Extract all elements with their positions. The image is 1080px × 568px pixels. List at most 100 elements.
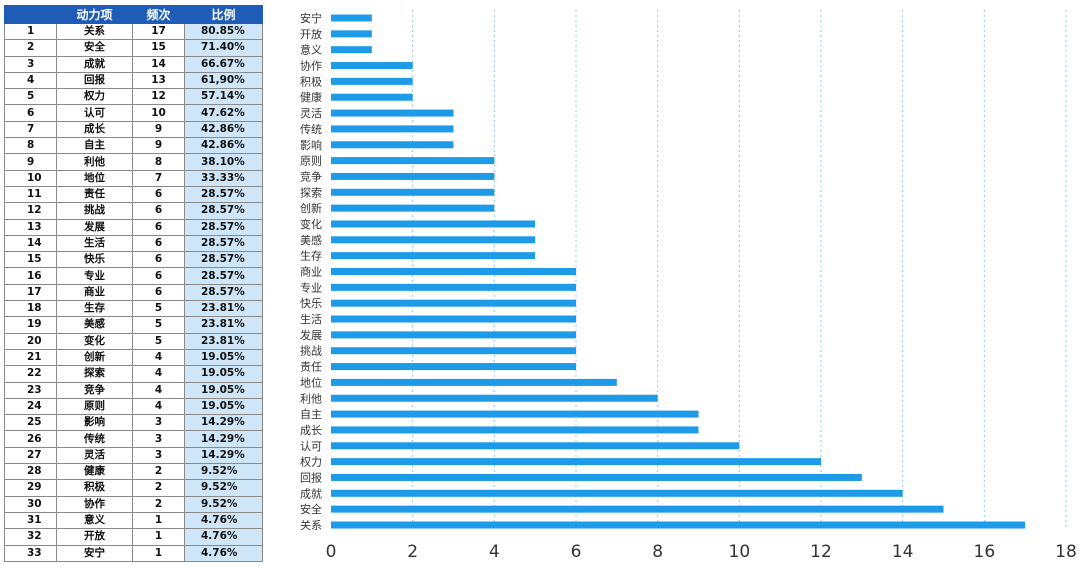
row-ratio: 33.33% [184, 169, 263, 187]
row-ratio: 28.57% [184, 185, 263, 204]
table-header-row: 动力项 频次 比例 [4, 5, 263, 24]
category-label: 认可 [300, 440, 322, 453]
row-item: 关系 [56, 22, 133, 41]
table-row: 5 权力 12 57.14% [4, 88, 263, 106]
bar [331, 109, 454, 117]
bar [331, 442, 740, 450]
category-label: 原则 [300, 155, 322, 168]
row-frequency: 13 [132, 71, 185, 90]
bar [331, 283, 576, 291]
x-tick-label: 10 [729, 542, 751, 562]
table-row: 16 专业 6 28.57% [4, 267, 263, 285]
row-index: 33 [4, 544, 57, 562]
category-label: 责任 [300, 361, 322, 374]
row-ratio: 28.57% [184, 251, 263, 269]
bar [331, 77, 413, 85]
bar [331, 220, 536, 228]
row-ratio: 9.52% [184, 495, 263, 513]
category-label: 协作 [300, 59, 322, 73]
table-row: 28 健康 2 9.52% [4, 463, 263, 481]
category-label: 快乐 [300, 297, 322, 310]
bar [331, 426, 699, 434]
table-row: 14 生活 6 28.57% [4, 234, 263, 253]
category-label: 成就 [300, 486, 322, 500]
row-index: 11 [4, 185, 57, 204]
table-row: 4 回报 13 61,90% [4, 71, 263, 90]
bar [331, 331, 576, 339]
bar [331, 172, 495, 180]
category-label: 健康 [300, 90, 322, 104]
row-ratio: 28.57% [184, 234, 263, 253]
bar [331, 141, 454, 149]
bar [331, 505, 944, 513]
category-label: 灵活 [300, 107, 322, 120]
category-label: 关系 [300, 518, 322, 532]
row-ratio: 71.40% [184, 39, 263, 57]
category-label: 自主 [300, 408, 322, 421]
bar [331, 252, 536, 260]
x-tick-label: 12 [810, 542, 832, 562]
bar [331, 30, 372, 38]
x-tick-label: 18 [1055, 542, 1077, 562]
bar [331, 204, 495, 212]
row-ratio: 4.76% [184, 544, 263, 562]
row-item: 安宁 [56, 544, 133, 562]
bar [331, 236, 536, 244]
frequency-table: 动力项 频次 比例 1 关系 17 80.85% 2 安全 15 71.40% 3 成就 14 66.… [4, 5, 263, 562]
bar [331, 473, 862, 481]
category-label: 生活 [300, 312, 322, 326]
category-label: 生存 [300, 249, 322, 263]
x-tick-label: 4 [489, 542, 500, 562]
row-index: 27 [4, 446, 57, 465]
row-ratio: 23.81% [184, 300, 263, 318]
bar [331, 347, 576, 355]
table-row: 20 变化 5 23.81% [4, 332, 263, 350]
row-item: 灵活 [56, 446, 133, 465]
bar [331, 46, 372, 54]
category-label: 安宁 [300, 11, 322, 25]
row-index: 13 [4, 218, 57, 236]
table-row: 29 积极 2 9.52% [4, 479, 263, 497]
table-row: 25 影响 3 14.29% [4, 414, 263, 432]
table-row: 17 商业 6 28.57% [4, 283, 263, 302]
row-item: 专业 [56, 267, 133, 285]
row-item: 利他 [56, 153, 133, 171]
bar [331, 188, 495, 196]
bar [331, 315, 576, 323]
bar [331, 489, 903, 497]
x-tick-label: 6 [571, 542, 582, 562]
x-tick-label: 14 [892, 542, 914, 562]
category-label: 安全 [300, 502, 322, 516]
row-index: 19 [4, 316, 57, 334]
category-label: 竞争 [300, 169, 322, 183]
bar [331, 268, 576, 275]
category-label: 地位 [300, 375, 322, 389]
row-item: 探索 [56, 365, 133, 383]
row-ratio: 19.05% [184, 365, 263, 383]
table-row: 19 美感 5 23.81% [4, 316, 263, 334]
row-frequency: 1 [132, 544, 185, 562]
row-index: 22 [4, 365, 57, 383]
row-ratio: 23.81% [184, 316, 263, 334]
category-label: 传统 [300, 123, 322, 136]
row-item: 权力 [56, 88, 133, 106]
category-label: 变化 [300, 217, 322, 231]
category-label: 发展 [300, 328, 322, 342]
table-row: 27 灵活 3 14.29% [4, 446, 263, 465]
category-label: 意义 [300, 43, 322, 57]
category-label: 成长 [300, 424, 322, 437]
category-label: 探索 [300, 185, 322, 199]
row-index: 31 [4, 511, 57, 530]
bar [331, 394, 658, 402]
bar [331, 14, 372, 22]
table: 动力项 频次 比例 1 关系 17 80.85% 2 安全 15 71.40% 3 成就 14 66.… [4, 5, 263, 562]
bar [331, 62, 413, 70]
category-label: 开放 [300, 27, 322, 41]
bar [331, 410, 699, 418]
row-index: 26 [4, 430, 57, 448]
x-tick-label: 2 [407, 542, 418, 562]
row-ratio: 4.76% [184, 511, 263, 530]
row-ratio: 9.52% [184, 479, 263, 497]
row-item: 原则 [56, 397, 133, 416]
